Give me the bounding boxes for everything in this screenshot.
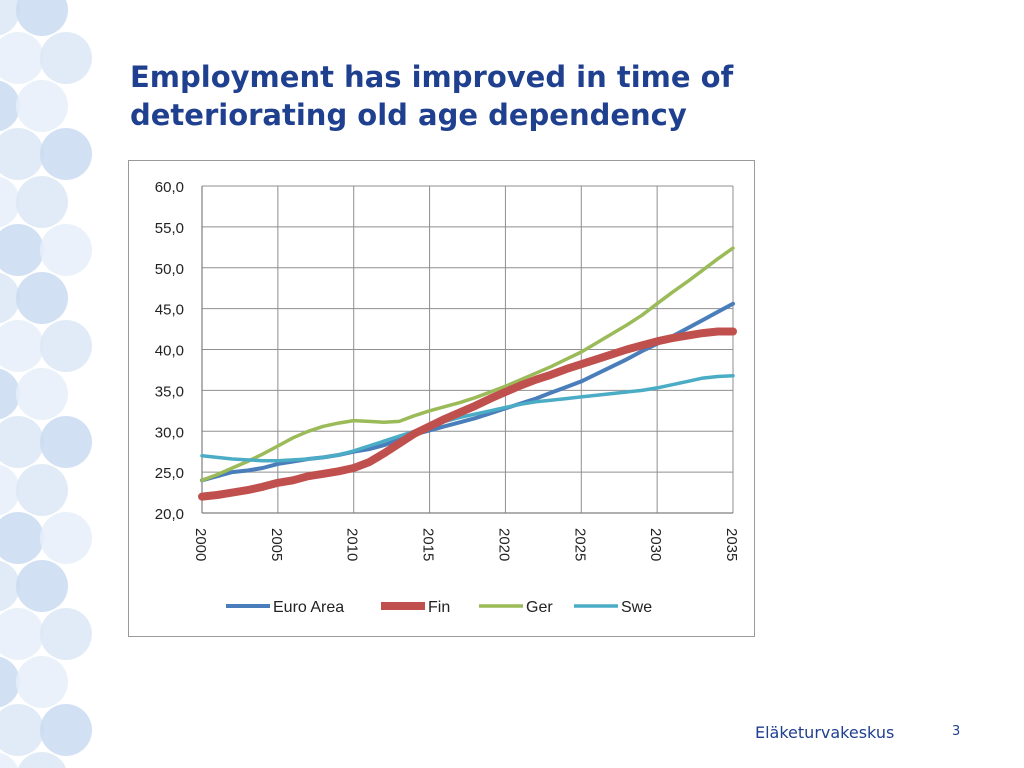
y-tick-label: 40,0 (155, 343, 184, 360)
decor-circle (16, 464, 68, 516)
x-tick-label: 2005 (268, 528, 285, 561)
decor-circle (16, 272, 68, 324)
decor-circle (40, 512, 92, 564)
decor-circle (18, 752, 66, 768)
decor-circle (0, 32, 44, 84)
decor-circle (40, 416, 92, 468)
decor-circle (0, 752, 18, 768)
decor-circle (40, 32, 92, 84)
series-line-ger (200, 246, 735, 483)
decor-circle (40, 224, 92, 276)
series-line-swe (200, 373, 735, 463)
decor-circle (16, 368, 68, 420)
decor-circle (0, 464, 20, 516)
decor-circle (0, 416, 44, 468)
decor-circle (0, 0, 20, 36)
chart-frame: 20,0 25,0 30,0 35,0 40,0 45,0 50,0 55,0 60,0 2000… (128, 160, 755, 637)
legend-label: Euro Area (273, 599, 344, 616)
x-tick-label: 2035 (723, 528, 740, 561)
decorative-circle-pattern (0, 0, 92, 768)
page-number: 3 (952, 724, 961, 739)
y-tick-label: 30,0 (155, 424, 184, 441)
decor-circle (16, 80, 68, 132)
decor-circle (0, 368, 20, 420)
y-tick-label: 35,0 (155, 383, 184, 400)
decor-circle (16, 560, 68, 612)
y-tick-label: 50,0 (155, 261, 184, 278)
line-chart: 20,0 25,0 30,0 35,0 40,0 45,0 50,0 55,0 60,0 2000… (155, 179, 740, 616)
decor-circle (40, 704, 92, 756)
decor-circle (0, 656, 20, 708)
series-line-fin (198, 327, 737, 501)
x-tick-label: 2000 (192, 528, 209, 561)
legend-label: Ger (526, 599, 553, 616)
x-tick-label: 2025 (571, 528, 588, 561)
x-tick-label: 2030 (647, 528, 664, 561)
decor-circle (0, 560, 20, 612)
slide-title: Employment has improved in time of deter… (130, 60, 734, 132)
legend-item: Swe (574, 599, 652, 616)
decor-circle (0, 704, 44, 756)
x-tick-label: 2010 (344, 528, 361, 561)
x-tick-label: 2015 (420, 528, 437, 561)
legend-label: Fin (428, 599, 450, 616)
y-tick-label: 60,0 (155, 179, 184, 196)
y-tick-label: 45,0 (155, 302, 184, 319)
series-line-euro-area (200, 301, 735, 483)
legend-item: Fin (381, 599, 450, 616)
decor-circle (16, 656, 68, 708)
decor-circle (40, 128, 92, 180)
decor-circle (0, 80, 20, 132)
decor-circle (40, 608, 92, 660)
decor-circle (0, 176, 20, 228)
x-tick-label: 2020 (495, 528, 512, 561)
y-tick-label: 25,0 (155, 465, 184, 482)
decor-circle (16, 0, 68, 36)
decor-circle (0, 608, 44, 660)
decor-circle (0, 272, 20, 324)
y-tick-label: 20,0 (155, 506, 184, 523)
decor-circle (0, 224, 44, 276)
footer-organization: Eläketurvakeskus (755, 723, 895, 742)
decor-circle (0, 512, 44, 564)
legend-item: Ger (479, 599, 553, 616)
decor-circle (40, 320, 92, 372)
y-tick-label: 55,0 (155, 220, 184, 237)
legend-item: Euro Area (226, 599, 344, 616)
legend-label: Swe (621, 599, 652, 616)
decor-circle (0, 128, 44, 180)
decor-circle (16, 176, 68, 228)
decor-circle (0, 320, 44, 372)
